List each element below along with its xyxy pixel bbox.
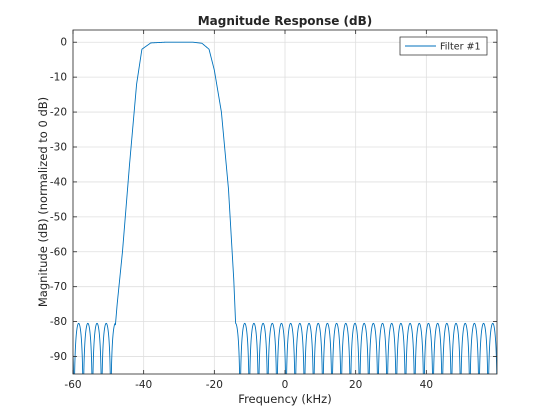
y-tick-label: -90 bbox=[50, 351, 67, 363]
x-tick-label: 40 bbox=[420, 379, 433, 391]
x-axis-label: Frequency (kHz) bbox=[238, 392, 331, 406]
y-axis-ticks: 0 -10 -20 -30 -40 -50 -60 -70 -80 -90 bbox=[50, 37, 497, 363]
y-tick-label: -10 bbox=[50, 72, 67, 84]
grid-lines bbox=[72, 30, 497, 374]
chart-title: Magnitude Response (dB) bbox=[198, 14, 373, 28]
series-line-filter-1 bbox=[73, 41, 497, 374]
x-tick-label: 0 bbox=[282, 379, 289, 391]
x-axis-ticks: -60 -40 -20 0 20 40 bbox=[64, 30, 433, 391]
x-tick-label: -40 bbox=[135, 379, 152, 391]
y-tick-label: -80 bbox=[50, 316, 67, 328]
y-tick-label: -70 bbox=[50, 281, 67, 293]
x-tick-label: -20 bbox=[206, 379, 223, 391]
legend-box bbox=[399, 36, 488, 56]
y-tick-label: -40 bbox=[50, 176, 67, 188]
y-tick-label: -50 bbox=[50, 211, 67, 223]
y-tick-label: -30 bbox=[50, 141, 67, 153]
y-tick-label: -60 bbox=[50, 246, 67, 258]
x-tick-label: -60 bbox=[64, 379, 81, 391]
legend-label-filter-1: Filter #1 bbox=[440, 42, 481, 53]
legend[interactable]: Filter #1 bbox=[399, 36, 488, 56]
y-axis-label: Magnitude (dB) (normalized to 0 dB) bbox=[36, 97, 50, 307]
y-tick-label: 0 bbox=[60, 37, 67, 49]
y-tick-label: -20 bbox=[50, 107, 67, 119]
series-layer bbox=[73, 41, 497, 374]
x-tick-label: 20 bbox=[349, 379, 362, 391]
